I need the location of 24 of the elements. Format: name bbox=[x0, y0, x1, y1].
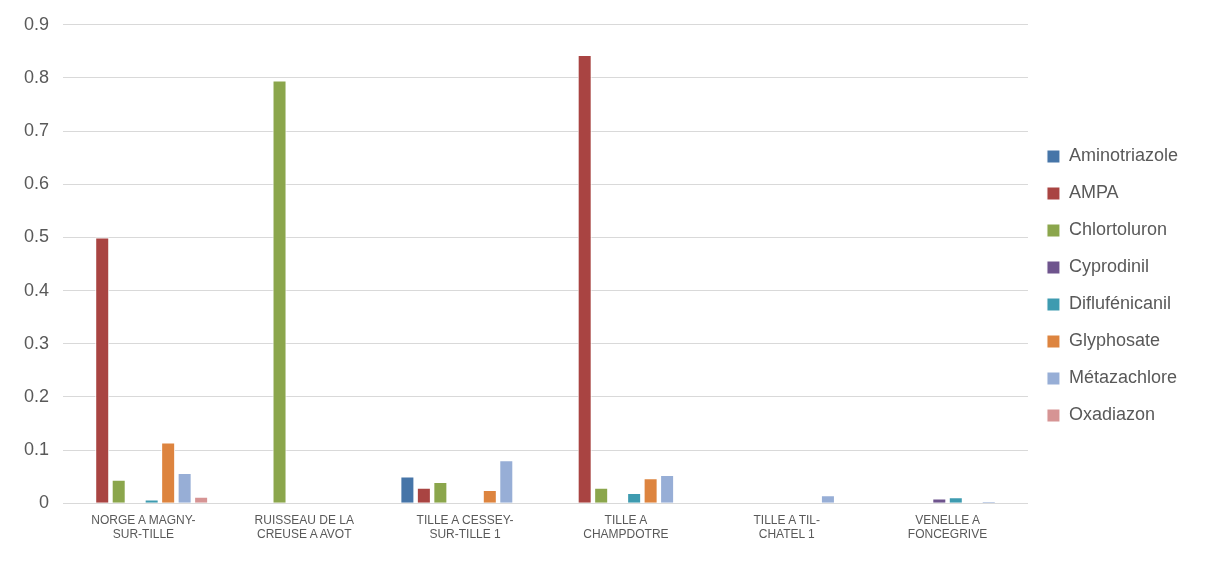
x-tick-label: NORGE A MAGNY-SUR-TILLE bbox=[91, 512, 196, 542]
x-tick-label: RUISSEAU DE LA CREUSE A AVOT bbox=[254, 512, 354, 542]
legend-label: Cyprodinil bbox=[1068, 256, 1149, 277]
y-tick-label: 0.1 bbox=[23, 439, 50, 460]
legend-label: Oxadiazon bbox=[1068, 404, 1156, 425]
x-tick-label: TILLE A TIL-CHATEL 1 bbox=[753, 512, 820, 542]
x-tick-label: VENELLE A FONCEGRIVE bbox=[907, 512, 988, 542]
legend-label: Diflufénicanil bbox=[1068, 293, 1172, 314]
x-tick-label: TILLE A CHAMPDOTRE bbox=[583, 512, 669, 542]
y-tick-label: 0.7 bbox=[23, 120, 50, 141]
x-tick-label: TILLE A CESSEY-SUR-TILLE 1 bbox=[416, 512, 514, 542]
y-tick-label: 0.6 bbox=[23, 173, 50, 194]
y-tick-label: 0.3 bbox=[23, 332, 50, 353]
legend-label: Glyphosate bbox=[1068, 330, 1161, 351]
legend-label: AMPA bbox=[1068, 182, 1119, 203]
y-tick-label: 0.5 bbox=[23, 226, 50, 247]
legend-label: Aminotriazole bbox=[1068, 145, 1178, 166]
y-tick-label: 0 bbox=[39, 492, 50, 513]
y-tick-label: 0.2 bbox=[23, 385, 50, 406]
y-tick-label: 0.9 bbox=[23, 13, 50, 34]
y-tick-label: 0.4 bbox=[23, 279, 50, 300]
y-tick-label: 0.8 bbox=[23, 66, 50, 87]
legend-label: Chlortoluron bbox=[1068, 219, 1168, 240]
legend-label: Métazachlore bbox=[1068, 367, 1178, 388]
